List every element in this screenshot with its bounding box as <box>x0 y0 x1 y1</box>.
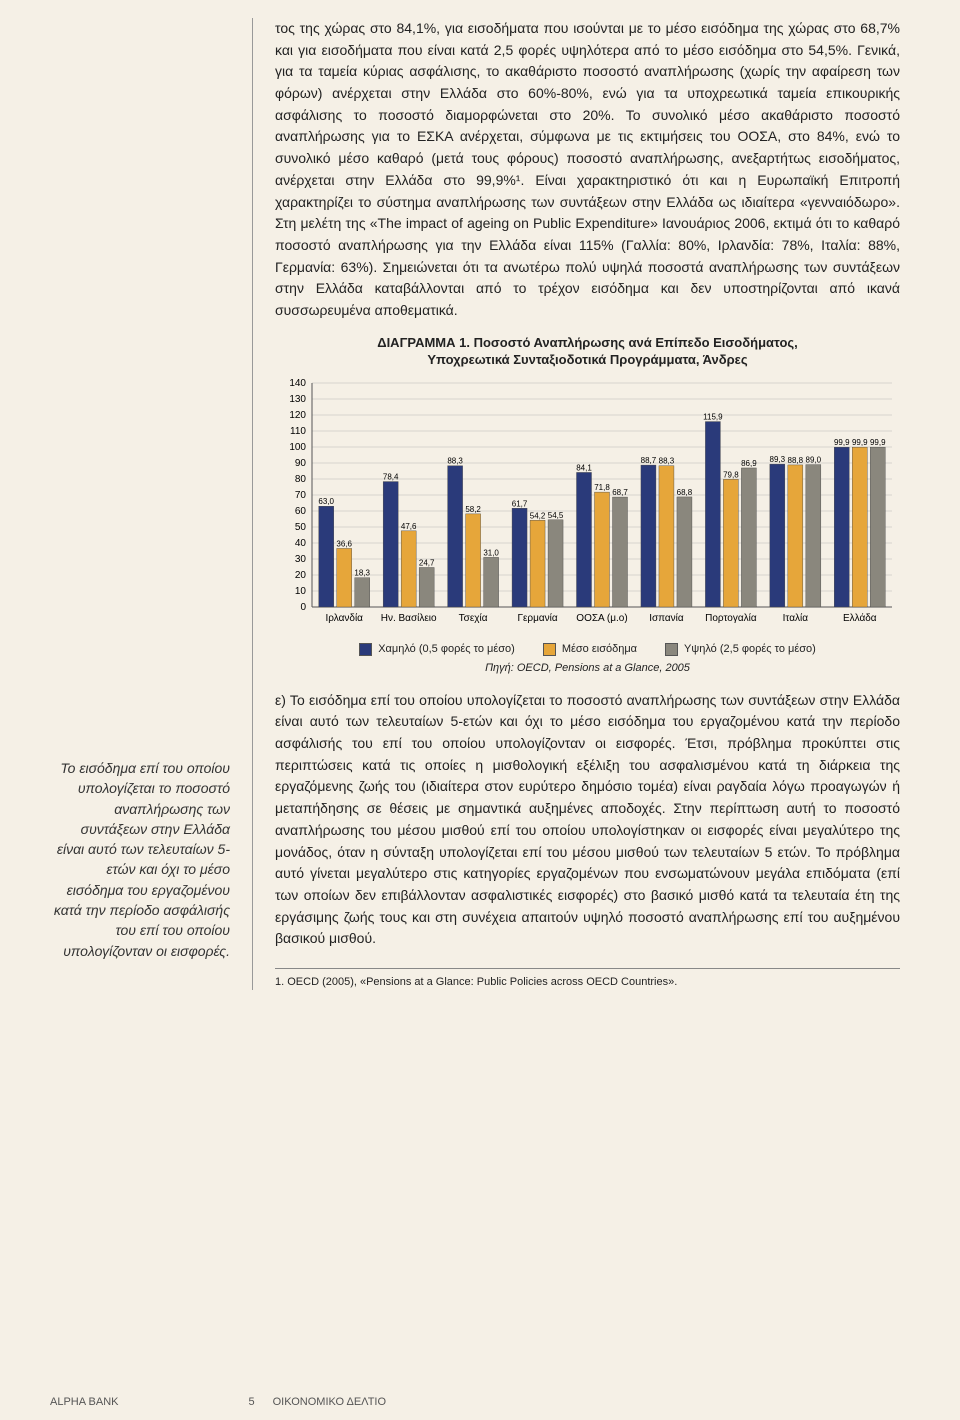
legend-swatch <box>665 643 678 656</box>
footer-page: 5 <box>248 1396 254 1408</box>
svg-text:86,9: 86,9 <box>741 459 757 468</box>
chart-title-l1: ΔΙΑΓΡΑΜΜΑ 1. Ποσοστό Αναπλήρωσης ανά Επί… <box>377 335 798 350</box>
svg-text:Ελλάδα: Ελλάδα <box>842 612 876 624</box>
svg-text:Τσεχία: Τσεχία <box>458 612 487 624</box>
svg-text:61,7: 61,7 <box>511 499 527 508</box>
svg-text:120: 120 <box>289 410 306 421</box>
svg-text:89,0: 89,0 <box>805 455 821 464</box>
paragraph-2: ε) Το εισόδημα επί του οποίου υπολογίζετ… <box>275 690 900 950</box>
svg-text:40: 40 <box>294 538 306 549</box>
svg-text:68,7: 68,7 <box>612 488 628 497</box>
svg-text:130: 130 <box>289 394 306 405</box>
svg-text:60: 60 <box>294 506 306 517</box>
svg-text:30: 30 <box>294 554 306 565</box>
svg-text:99,9: 99,9 <box>851 438 867 447</box>
svg-text:99,9: 99,9 <box>833 438 849 447</box>
svg-text:50: 50 <box>294 522 306 533</box>
svg-text:140: 140 <box>289 378 306 389</box>
legend-swatch <box>543 643 556 656</box>
svg-text:68,8: 68,8 <box>676 488 692 497</box>
legend-swatch <box>359 643 372 656</box>
svg-text:54,5: 54,5 <box>547 511 563 520</box>
svg-text:47,6: 47,6 <box>400 522 416 531</box>
chart-legend: Χαμηλό (0,5 φορές το μέσο) Μέσο εισόδημα Υ… <box>275 643 900 656</box>
svg-text:99,9: 99,9 <box>869 438 885 447</box>
svg-text:18,3: 18,3 <box>354 568 370 577</box>
legend-label: Υψηλό (2,5 φορές το μέσο) <box>684 643 816 655</box>
svg-text:115,9: 115,9 <box>703 412 723 421</box>
svg-text:110: 110 <box>290 426 306 437</box>
svg-text:88,7: 88,7 <box>640 456 656 465</box>
svg-text:71,8: 71,8 <box>594 483 610 492</box>
footnote-rule: 1. OECD (2005), «Pensions at a Glance: P… <box>275 968 900 990</box>
chart-title: ΔΙΑΓΡΑΜΜΑ 1. Ποσοστό Αναπλήρωσης ανά Επί… <box>275 334 900 369</box>
chart-title-l2: Υποχρεωτικά Συνταξιοδοτικά Προγράμματα, … <box>427 352 747 367</box>
svg-text:90: 90 <box>294 458 306 469</box>
svg-text:80: 80 <box>294 474 306 485</box>
svg-text:Ιταλία: Ιταλία <box>782 612 808 624</box>
svg-text:70: 70 <box>294 490 306 501</box>
legend-item: Μέσο εισόδημα <box>543 643 637 656</box>
legend-label: Μέσο εισόδημα <box>562 643 637 655</box>
svg-text:31,0: 31,0 <box>483 548 499 557</box>
svg-text:Ην. Βασίλειο: Ην. Βασίλειο <box>380 612 436 624</box>
footnote-1: 1. OECD (2005), «Pensions at a Glance: P… <box>275 975 900 990</box>
svg-text:Ιρλανδία: Ιρλανδία <box>325 612 363 624</box>
svg-text:78,4: 78,4 <box>382 472 398 481</box>
svg-text:88,3: 88,3 <box>658 456 674 465</box>
footer-left: ALPHA BANK <box>50 1396 118 1408</box>
svg-text:20: 20 <box>294 570 306 581</box>
chart-container: 0 10 20 30 40 50 60 70 80 90 100 110 120 130 140 63,0 36… <box>278 375 898 635</box>
svg-text:10: 10 <box>294 586 306 597</box>
footer-right: ΟΙΚΟΝΟΜΙΚΟ ΔΕΛΤΙΟ <box>273 1396 386 1408</box>
paragraph-1: τος της χώρας στο 84,1%, για εισοδήματα … <box>275 18 900 322</box>
svg-text:24,7: 24,7 <box>418 558 434 567</box>
svg-text:54,2: 54,2 <box>529 511 545 520</box>
svg-text:ΟΟΣΑ (μ.ο): ΟΟΣΑ (μ.ο) <box>576 613 627 624</box>
svg-text:88,8: 88,8 <box>787 456 803 465</box>
svg-text:63,0: 63,0 <box>318 497 334 506</box>
svg-text:88,3: 88,3 <box>447 456 463 465</box>
bar-chart: 0 10 20 30 40 50 60 70 80 90 100 110 120 130 140 63,0 36… <box>278 375 898 635</box>
legend-label: Χαμηλό (0,5 φορές το μέσο) <box>378 643 515 655</box>
svg-text:Γερμανία: Γερμανία <box>517 612 557 624</box>
svg-text:36,6: 36,6 <box>336 539 352 548</box>
main-column: τος της χώρας στο 84,1%, για εισοδήματα … <box>252 18 900 990</box>
legend-item: Χαμηλό (0,5 φορές το μέσο) <box>359 643 515 656</box>
svg-text:Ισπανία: Ισπανία <box>649 612 684 624</box>
svg-text:100: 100 <box>289 442 306 453</box>
svg-text:0: 0 <box>300 602 306 613</box>
legend-item: Υψηλό (2,5 φορές το μέσο) <box>665 643 816 656</box>
svg-text:79,8: 79,8 <box>723 470 739 479</box>
chart-source: Πηγή: OECD, Pensions at a Glance, 2005 <box>275 662 900 674</box>
sidebar-note: Το εισόδημα επί του οποίου υπολογίζεται … <box>50 758 230 961</box>
svg-text:Πορτογαλία: Πορτογαλία <box>705 612 757 624</box>
sidebar-column: Το εισόδημα επί του οποίου υπολογίζεται … <box>50 18 230 990</box>
svg-text:58,2: 58,2 <box>465 505 481 514</box>
page-footer: ALPHA BANK 5 ΟΙΚΟΝΟΜΙΚΟ ΔΕΛΤΙΟ <box>50 1396 900 1408</box>
svg-text:84,1: 84,1 <box>576 463 592 472</box>
svg-text:89,3: 89,3 <box>769 455 785 464</box>
